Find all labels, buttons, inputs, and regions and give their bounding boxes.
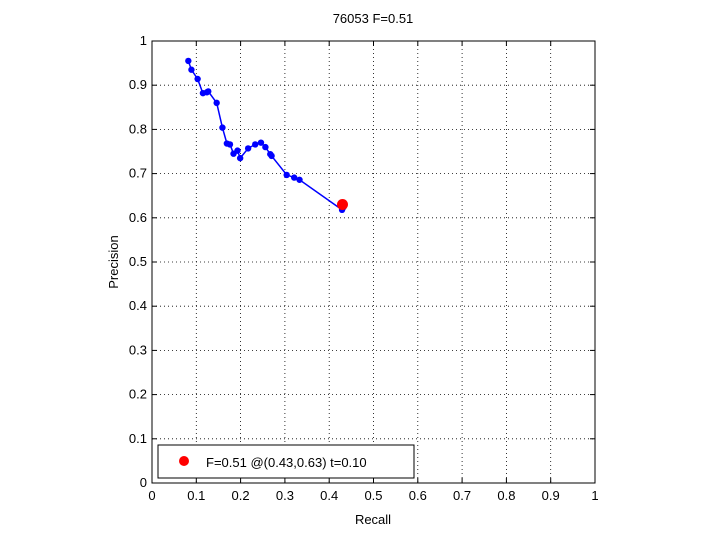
series-point bbox=[219, 124, 226, 131]
y-tick-label: 0.8 bbox=[129, 121, 147, 136]
y-tick-label: 0.4 bbox=[129, 298, 147, 313]
x-tick-label: 0.4 bbox=[320, 488, 338, 503]
series-point bbox=[244, 145, 252, 152]
x-tick-label: 0.1 bbox=[187, 488, 205, 503]
y-tick-label: 0.2 bbox=[129, 387, 147, 402]
y-tick-label: 1 bbox=[140, 33, 147, 48]
y-tick-label: 0.1 bbox=[129, 431, 147, 446]
best-f-point bbox=[336, 199, 348, 211]
x-tick-label: 0.3 bbox=[276, 488, 294, 503]
series-point bbox=[194, 75, 201, 83]
x-tick-label: 0.5 bbox=[364, 488, 382, 503]
series-point bbox=[257, 139, 265, 146]
series-point bbox=[283, 171, 290, 179]
series-point bbox=[268, 152, 275, 160]
legend: F=0.51 @(0.43,0.63) t=0.10 bbox=[157, 444, 415, 479]
legend-label: F=0.51 @(0.43,0.63) t=0.10 bbox=[206, 455, 367, 470]
x-tick-label: 0.2 bbox=[232, 488, 250, 503]
legend-marker bbox=[179, 456, 189, 466]
x-tick-label: 1 bbox=[591, 488, 598, 503]
series-point bbox=[205, 88, 212, 95]
y-tick-label: 0 bbox=[140, 475, 147, 490]
x-tick-label: 0.9 bbox=[542, 488, 560, 503]
x-axis-label: Recall bbox=[355, 512, 391, 527]
series-point bbox=[185, 57, 192, 65]
chart-title: 76053 F=0.51 bbox=[333, 11, 414, 26]
y-tick-label: 0.7 bbox=[129, 166, 147, 181]
grid-lines bbox=[152, 41, 595, 483]
series-point bbox=[213, 99, 220, 107]
y-tick-label: 0.3 bbox=[129, 342, 147, 357]
series-point bbox=[252, 141, 259, 148]
series-layer bbox=[185, 57, 348, 214]
series-point bbox=[296, 176, 303, 183]
y-tick-label: 0.6 bbox=[129, 210, 147, 225]
legend-box bbox=[157, 444, 415, 479]
series-point bbox=[262, 143, 269, 151]
series-point bbox=[291, 174, 298, 181]
y-tick-label: 0.5 bbox=[129, 254, 147, 269]
series-point bbox=[188, 66, 195, 73]
x-tick-label: 0.6 bbox=[409, 488, 427, 503]
x-tick-label: 0.8 bbox=[497, 488, 515, 503]
x-tick-label: 0 bbox=[148, 488, 155, 503]
x-tick-label: 0.7 bbox=[453, 488, 471, 503]
axis-ticks: 0 0.1 0.2 0.3 0.4 0.5 0.6 0.7 0.8 0.9 1 0 0.1 0.2 0.3 0… bbox=[129, 33, 599, 503]
series-point bbox=[234, 147, 241, 154]
series-point bbox=[226, 141, 234, 148]
series-point bbox=[236, 154, 244, 162]
y-tick-label: 0.9 bbox=[129, 77, 147, 92]
y-axis-label: Precision bbox=[106, 235, 121, 288]
